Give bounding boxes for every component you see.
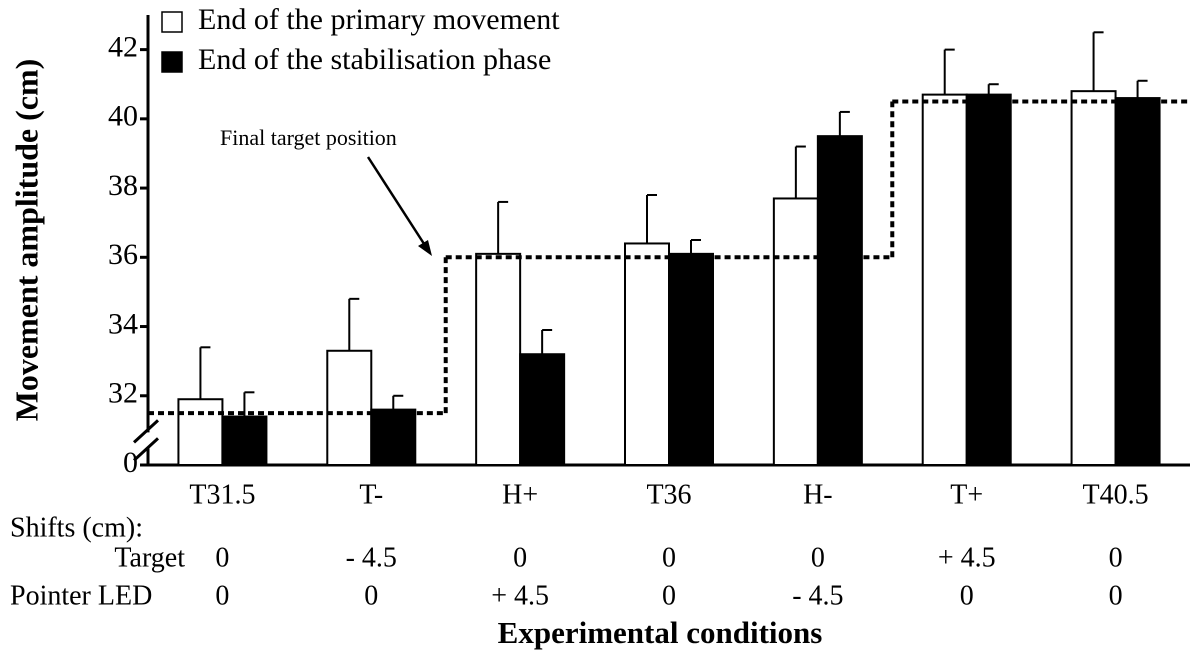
x-tick-label: T40.5 [1083,479,1149,510]
shifts-title: Shifts (cm): [10,512,143,543]
annotation-arrow [366,156,430,251]
x-tick-label: T36 [646,479,691,510]
y-tick-label: 38 [108,169,138,202]
legend-swatch [161,51,183,73]
shift-value: + 4.5 [491,580,549,611]
bar [519,353,566,467]
shift-value: + 4.5 [938,542,996,573]
y-tick-label: 34 [108,307,138,340]
x-tick-label: T+ [950,479,983,510]
legend-label: End of the stabilisation phase [198,43,551,76]
y-tick-label: 36 [108,238,138,271]
bar [816,135,863,466]
bar [475,252,522,466]
y-tick-label: 40 [108,100,138,133]
annotation: Final target position [220,125,397,150]
shift-value: - 4.5 [346,542,397,573]
shift-value: 0 [1109,580,1123,611]
y-tick-label: 42 [108,31,138,64]
bar [921,93,968,466]
shift-value: 0 [960,580,974,611]
bar [624,242,670,466]
shift-value: 0 [364,580,378,611]
bar [772,197,819,466]
bar [326,349,373,466]
x-tick-label: H+ [502,479,538,510]
shift-value: 0 [662,580,676,611]
shift-value: 0 [811,542,825,573]
shift-row-label: Target [114,542,185,573]
shift-value: 0 [662,542,676,573]
y-tick-label: 32 [108,377,138,410]
bar [1114,97,1161,466]
shift-value: - 4.5 [792,580,843,611]
axis-break [132,437,160,462]
shift-value: 0 [215,580,229,611]
bar [177,398,224,467]
shift-value: 0 [513,542,527,573]
legend-swatch [161,11,183,33]
y-axis-label: Movement amplitude (cm) [8,59,44,422]
x-tick-label: T31.5 [189,479,255,510]
bar [370,408,417,467]
shift-value: 0 [215,542,229,573]
bar [1070,90,1117,467]
axis-break [132,419,160,444]
bar [668,252,714,466]
bar [965,93,1012,466]
arrow-head [418,240,432,256]
x-axis-label: Experimental conditions [498,615,823,650]
x-tick-label: H- [803,479,833,510]
x-tick-label: T- [359,479,383,510]
bar [221,415,268,466]
shift-value: 0 [1109,542,1123,573]
legend-label: End of the primary movement [198,3,560,36]
shift-row-label: Pointer LED [10,580,152,611]
y-tick-label: 0 [123,446,138,479]
